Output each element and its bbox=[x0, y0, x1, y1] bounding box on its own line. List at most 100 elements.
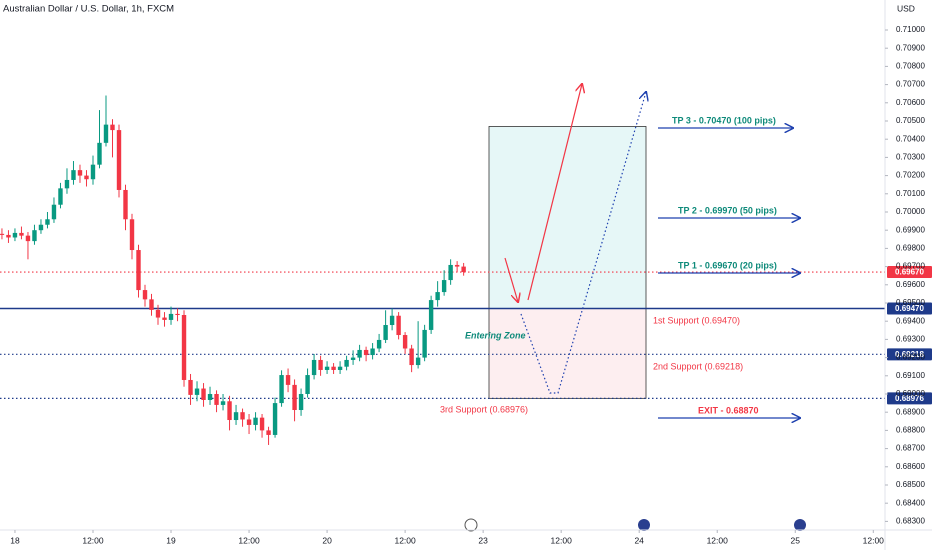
candle-body bbox=[194, 388, 200, 395]
candle-body bbox=[292, 384, 297, 411]
annotation: TP 3 - 0.70470 (100 pips) bbox=[672, 115, 776, 125]
event-icon[interactable] bbox=[464, 518, 478, 532]
candle-body bbox=[32, 230, 37, 242]
x-tick-label: 12:00 bbox=[707, 535, 729, 545]
candle-body bbox=[311, 359, 317, 376]
candle-body bbox=[58, 188, 63, 205]
y-tick-label: 0.69700 bbox=[896, 262, 925, 271]
candle-body bbox=[188, 379, 193, 395]
candle-body bbox=[331, 366, 336, 370]
x-tick-label: 25 bbox=[791, 535, 801, 545]
candle-body bbox=[441, 280, 447, 293]
y-tick-label: 0.68900 bbox=[896, 407, 925, 416]
candle-body bbox=[162, 317, 167, 320]
candle-body bbox=[207, 393, 213, 400]
candle-body bbox=[448, 264, 453, 281]
candle-body bbox=[45, 219, 50, 225]
annotation: 2nd Support (0.69218) bbox=[653, 361, 743, 371]
candle-body bbox=[51, 204, 57, 220]
candle-body bbox=[272, 403, 278, 435]
y-tick-label: 0.70100 bbox=[896, 189, 925, 198]
candle-body bbox=[246, 419, 252, 425]
price-label-box bbox=[887, 392, 932, 405]
x-tick-label: 12:00 bbox=[863, 535, 885, 545]
candle-body bbox=[90, 164, 96, 180]
event-icon[interactable] bbox=[794, 519, 806, 531]
candle-body bbox=[168, 313, 174, 320]
levels: 0.69670 0.69470 0.69218 0.68976 bbox=[0, 266, 932, 405]
candle-body bbox=[129, 219, 135, 251]
y-tick-label: 0.68600 bbox=[896, 462, 925, 471]
candle-body bbox=[227, 401, 232, 421]
candle-body bbox=[409, 348, 414, 366]
x-tick-label: 12:00 bbox=[551, 535, 573, 545]
arrows bbox=[504, 84, 800, 418]
candle-body bbox=[220, 401, 226, 405]
candles bbox=[0, 95, 466, 445]
candle-body bbox=[233, 412, 239, 421]
candle-body bbox=[142, 290, 148, 300]
candle-body bbox=[97, 142, 102, 165]
annotation: TP 1 - 0.69670 (20 pips) bbox=[678, 260, 777, 270]
y-tick-label: 0.70600 bbox=[896, 98, 925, 107]
price-label: 0.68976 bbox=[895, 394, 924, 403]
candle-body bbox=[383, 325, 388, 340]
price-label-box bbox=[887, 302, 932, 315]
candle-body bbox=[155, 309, 161, 318]
candle-body bbox=[454, 264, 460, 267]
currency: USD bbox=[897, 3, 915, 13]
price-label: 0.69670 bbox=[895, 268, 924, 277]
y-tick-label: 0.68700 bbox=[896, 444, 925, 453]
x-tick-label: 12:00 bbox=[394, 535, 416, 545]
y-tick-label: 0.70300 bbox=[896, 153, 925, 162]
candle-body bbox=[279, 375, 284, 404]
y-tick-label: 0.70200 bbox=[896, 171, 925, 180]
y-tick-label: 0.69400 bbox=[896, 316, 925, 325]
candle-body bbox=[136, 250, 141, 291]
candle-body bbox=[175, 313, 180, 316]
y-tick-label: 0.68400 bbox=[896, 498, 925, 507]
y-tick-label: 0.68800 bbox=[896, 426, 925, 435]
annotation: Entering Zone bbox=[465, 330, 526, 340]
candle-body bbox=[389, 315, 395, 326]
price-label: 0.69218 bbox=[895, 350, 924, 359]
event-icon[interactable] bbox=[638, 519, 650, 531]
y-tick-label: 0.69600 bbox=[896, 280, 925, 289]
candle-body bbox=[181, 315, 187, 380]
price-label-box bbox=[887, 348, 932, 361]
candle-body bbox=[370, 348, 375, 356]
candle-body bbox=[298, 393, 304, 411]
zone bbox=[488, 126, 647, 399]
candle-body bbox=[318, 359, 323, 370]
candle-body bbox=[357, 349, 362, 358]
arrow bbox=[527, 84, 582, 301]
candle-body bbox=[253, 417, 258, 425]
stop-zone bbox=[488, 308, 647, 399]
y-tick-label: 0.69300 bbox=[896, 335, 925, 344]
candle-body bbox=[116, 130, 122, 190]
candle-body bbox=[350, 357, 356, 360]
x-tick-label: 23 bbox=[478, 535, 488, 545]
x-tick-label: 12:00 bbox=[82, 535, 104, 545]
candle-body bbox=[324, 366, 330, 370]
candle-body bbox=[415, 357, 421, 366]
candle-body bbox=[19, 232, 24, 236]
candle-body bbox=[240, 412, 245, 420]
candle-body bbox=[285, 375, 291, 385]
x-tick-label: 24 bbox=[634, 535, 644, 545]
candle-body bbox=[266, 430, 271, 435]
target-zone bbox=[488, 126, 647, 309]
y-tick-label: 0.70500 bbox=[896, 116, 925, 125]
y-tick-label: 0.69500 bbox=[896, 298, 925, 307]
candle-body bbox=[38, 224, 44, 231]
y-tick-label: 0.70700 bbox=[896, 80, 925, 89]
candle-body bbox=[25, 235, 31, 242]
candle-body bbox=[6, 234, 11, 238]
y-tick-label: 0.69100 bbox=[896, 371, 925, 380]
y-tick-label: 0.69800 bbox=[896, 244, 925, 253]
annotation: 1st Support (0.69470) bbox=[653, 315, 740, 325]
candle-body bbox=[461, 266, 466, 273]
candle-body bbox=[396, 315, 401, 336]
candle-body bbox=[344, 359, 349, 367]
candle-body bbox=[201, 388, 206, 400]
